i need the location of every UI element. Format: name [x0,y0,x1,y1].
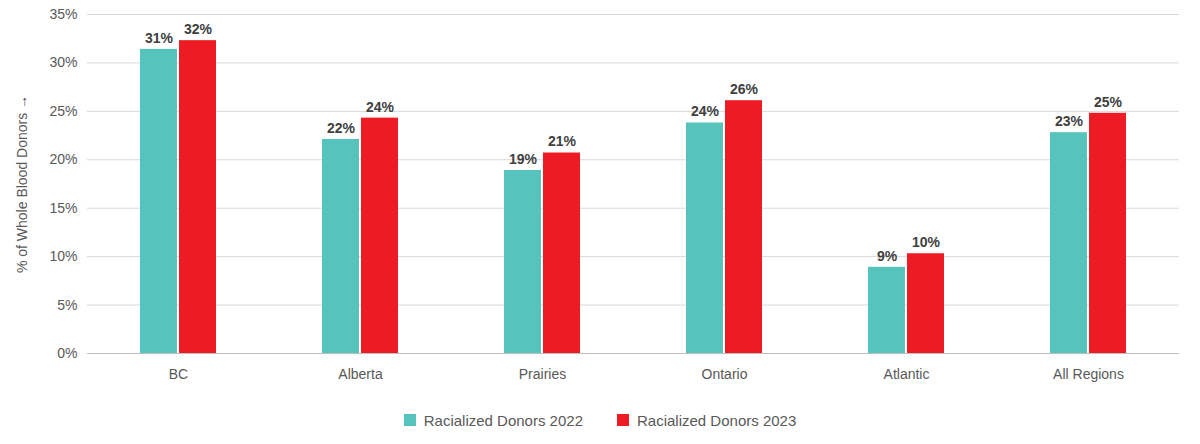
svg-text:Alberta: Alberta [338,366,383,382]
svg-text:15%: 15% [49,200,77,216]
svg-text:Atlantic: Atlantic [884,366,930,382]
svg-text:BC: BC [169,366,188,382]
svg-text:22%: 22% [327,120,356,136]
svg-text:0%: 0% [57,345,77,361]
svg-text:5%: 5% [57,297,77,313]
svg-text:Ontario: Ontario [702,366,748,382]
svg-text:30%: 30% [49,54,77,70]
svg-text:25%: 25% [1094,94,1123,110]
svg-text:20%: 20% [49,151,77,167]
svg-text:32%: 32% [184,21,213,37]
svg-text:21%: 21% [548,133,577,149]
svg-text:Prairies: Prairies [519,366,566,382]
svg-text:23%: 23% [1055,113,1084,129]
svg-text:% of Whole Blood Donors →: % of Whole Blood Donors → [14,95,30,273]
svg-text:9%: 9% [877,248,898,264]
html-text:Racialized Donors 2023: Racialized Donors 2023 [637,411,797,429]
svg-text:35%: 35% [49,6,77,22]
svg-text:25%: 25% [49,103,77,119]
svg-text:10%: 10% [49,248,77,264]
svg-text:19%: 19% [509,151,538,167]
svg-text:All Regions: All Regions [1053,366,1124,382]
svg-text:24%: 24% [366,99,395,115]
svg-text:24%: 24% [691,103,720,119]
html-text:Racialized Donors 2022: Racialized Donors 2022 [423,411,583,429]
svg-text:26%: 26% [730,81,759,97]
svg-text:31%: 31% [145,30,174,46]
svg-text:10%: 10% [912,234,941,250]
